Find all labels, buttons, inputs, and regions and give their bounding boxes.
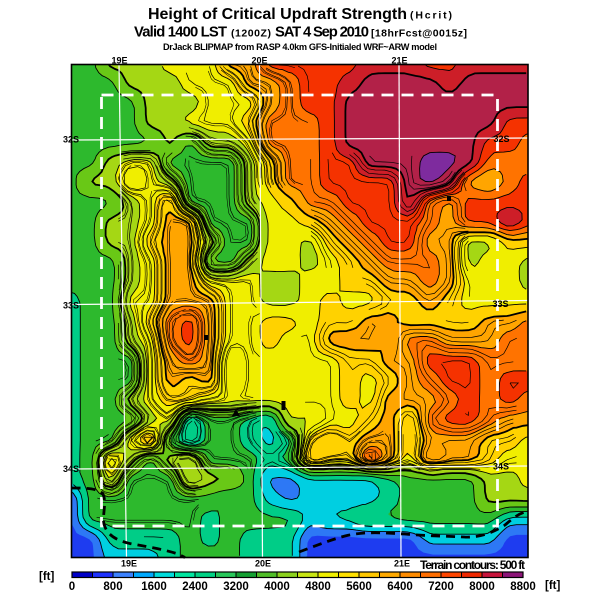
svg-text:34S: 34S: [493, 462, 509, 472]
svg-text:5600: 5600: [346, 581, 372, 593]
svg-text:Height of Critical Updraft Str: Height of Critical Updraft Strength: [148, 6, 407, 23]
svg-text:Terrain contours: 500 ft: Terrain contours: 500 ft: [420, 558, 525, 572]
svg-text:33S: 33S: [63, 301, 79, 311]
svg-text:3200: 3200: [223, 581, 249, 593]
svg-text:33S: 33S: [492, 299, 508, 309]
svg-text:Valid 1400 LST: Valid 1400 LST: [134, 25, 227, 41]
svg-text:[ft]: [ft]: [39, 571, 54, 583]
svg-text:20E: 20E: [251, 56, 267, 66]
svg-text:800: 800: [103, 581, 122, 593]
svg-text:[18hrFcst@0015z]: [18hrFcst@0015z]: [371, 28, 467, 40]
svg-text:19E: 19E: [111, 56, 127, 66]
svg-text:4000: 4000: [264, 581, 290, 593]
svg-text:1600: 1600: [141, 581, 167, 593]
svg-text:6400: 6400: [387, 581, 413, 593]
svg-text:34S: 34S: [63, 464, 79, 474]
svg-text:32S: 32S: [63, 135, 79, 145]
svg-text:19E: 19E: [121, 559, 137, 569]
svg-text:[ft]: [ft]: [545, 580, 560, 592]
svg-text:4800: 4800: [305, 581, 331, 593]
svg-text:20E: 20E: [255, 559, 271, 569]
svg-text:7200: 7200: [428, 581, 454, 593]
svg-text:8800: 8800: [510, 581, 536, 593]
svg-text:2400: 2400: [182, 581, 208, 593]
svg-text:SAT 4 Sep 2010: SAT 4 Sep 2010: [275, 25, 369, 41]
svg-text:DrJack BLIPMAP from RASP 4.0km: DrJack BLIPMAP from RASP 4.0km GFS-Initi…: [163, 42, 437, 52]
svg-text:32S: 32S: [493, 134, 509, 144]
svg-text:0: 0: [69, 581, 75, 593]
svg-text:21E: 21E: [391, 56, 407, 66]
svg-text:21E: 21E: [394, 559, 410, 569]
svg-text:(1200Z): (1200Z): [231, 28, 271, 40]
svg-text:8000: 8000: [469, 581, 495, 593]
